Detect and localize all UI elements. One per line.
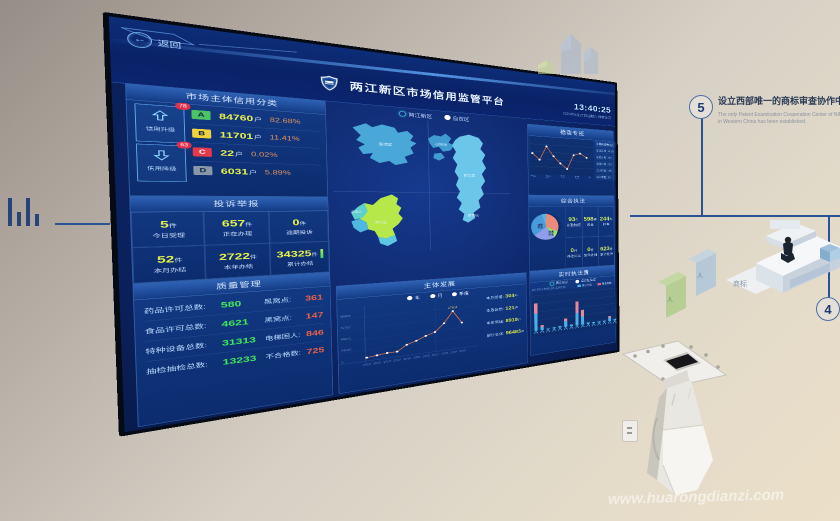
svg-text:人: 人	[697, 273, 703, 280]
svg-text:商标: 商标	[733, 279, 747, 288]
svg-text:人: 人	[667, 297, 673, 304]
